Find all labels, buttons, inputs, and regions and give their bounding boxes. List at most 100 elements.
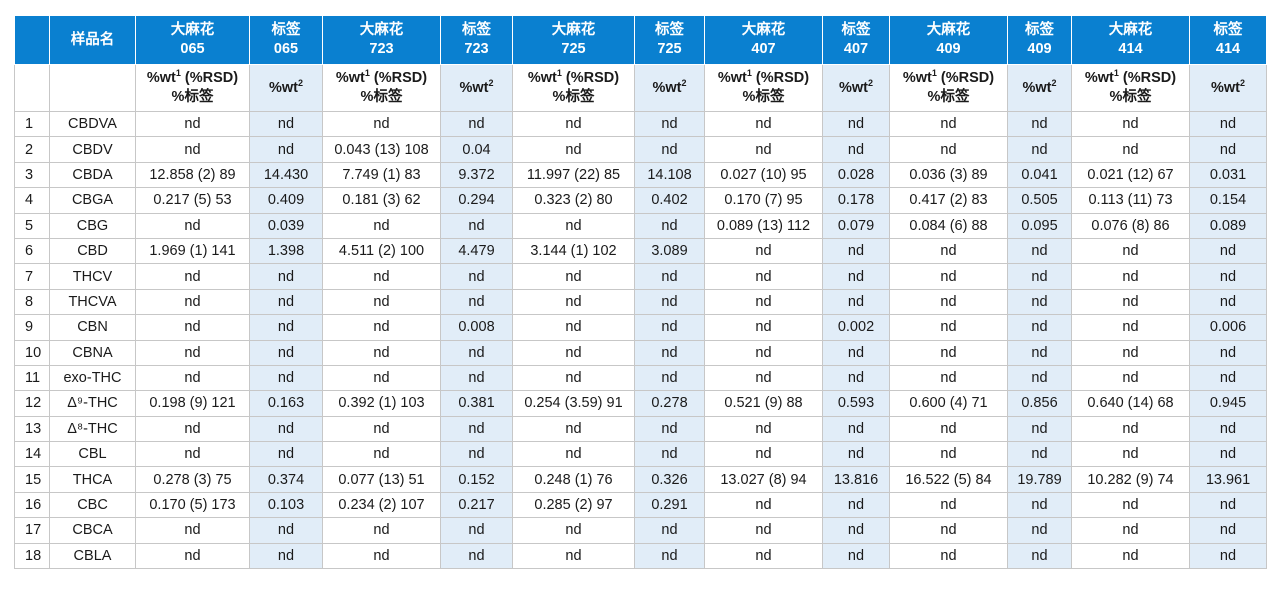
unit-rsd-text: (%RSD) xyxy=(751,70,810,86)
value-cell-flower: nd xyxy=(322,288,441,316)
row-number: 11 xyxy=(14,364,50,392)
compound-name: exo-THC xyxy=(49,364,136,392)
unit-line-1: %wt1 (%RSD) xyxy=(513,69,634,88)
value-cell-flower: nd xyxy=(135,212,250,239)
column-header-flower-409: 大麻花 409 xyxy=(889,15,1008,65)
value-cell-label: nd xyxy=(1007,110,1072,138)
column-header-type: 大麻花 xyxy=(926,22,971,38)
sample-name-subheader xyxy=(49,64,136,112)
compound-name: CBG xyxy=(49,212,136,239)
value-cell-flower: nd xyxy=(135,339,250,366)
value-cell-label: nd xyxy=(249,263,323,290)
column-header-id: 414 xyxy=(1215,41,1241,57)
value-cell-flower: 4.511 (2) 100 xyxy=(322,237,441,265)
footnote-marker: 1 xyxy=(175,68,181,79)
unit-header-label: %wt2 xyxy=(822,64,890,112)
value-cell-flower: nd xyxy=(512,339,635,366)
unit-line-1: %wt1 (%RSD) xyxy=(1072,69,1189,88)
value-cell-label: nd xyxy=(249,542,323,570)
unit-rsd-text: (%RSD) xyxy=(1118,70,1177,86)
value-cell-label: nd xyxy=(1007,364,1072,392)
value-cell-label: 0.278 xyxy=(634,390,705,417)
value-cell-flower: 0.285 (2) 97 xyxy=(512,491,635,519)
value-cell-flower: nd xyxy=(889,339,1008,366)
value-cell-label: 0.217 xyxy=(440,491,513,519)
column-header-type: 标签 xyxy=(462,22,491,38)
table-row: 14 CBL nd nd nd nd nd nd nd nd nd nd nd nd xyxy=(14,441,1267,468)
value-cell-flower: nd xyxy=(889,136,1008,163)
value-cell-label: nd xyxy=(249,339,323,366)
value-cell-flower: nd xyxy=(704,288,823,316)
unit-header-flower: %wt1 (%RSD) %标签 xyxy=(135,64,250,112)
value-cell-flower: 0.036 (3) 89 xyxy=(889,161,1008,189)
value-cell-flower: nd xyxy=(135,364,250,392)
unit-line-2: %标签 xyxy=(927,89,970,105)
value-cell-label: nd xyxy=(634,441,705,468)
compound-name: CBDV xyxy=(49,136,136,163)
compound-name: Δ⁸-THC xyxy=(49,415,136,443)
value-cell-label: nd xyxy=(1189,491,1267,519)
unit-rsd-text: (%RSD) xyxy=(936,70,995,86)
value-cell-flower: nd xyxy=(512,288,635,316)
value-cell-flower: nd xyxy=(135,136,250,163)
value-cell-flower: 0.021 (12) 67 xyxy=(1071,161,1190,189)
cannabinoid-results-table: 样品名 大麻花 065 标签 065 大麻花 723 标签 723 大麻花 725 标签 725 大麻花… xyxy=(14,15,1267,570)
value-cell-flower: 1.969 (1) 141 xyxy=(135,237,250,265)
value-cell-label: 0.381 xyxy=(440,390,513,417)
value-cell-flower: 10.282 (9) 74 xyxy=(1071,466,1190,493)
value-cell-label: 0.089 xyxy=(1189,212,1267,239)
value-cell-label: nd xyxy=(440,415,513,443)
column-header-id: 725 xyxy=(657,41,682,57)
value-cell-label: nd xyxy=(1007,339,1072,366)
table-row: 16 CBC 0.170 (5) 173 0.103 0.234 (2) 107 0.21… xyxy=(14,491,1267,519)
value-cell-flower: nd xyxy=(704,237,823,265)
unit-text: %wt xyxy=(1210,79,1240,96)
unit-line-1: %wt1 (%RSD) xyxy=(323,69,440,88)
value-cell-flower: nd xyxy=(512,212,635,239)
value-cell-flower: nd xyxy=(1071,110,1190,138)
column-header-label-725: 标签 725 xyxy=(634,15,705,65)
unit-header-flower: %wt1 (%RSD) %标签 xyxy=(889,64,1008,112)
value-cell-label: 0.291 xyxy=(634,491,705,519)
column-header-id: 414 xyxy=(1118,41,1143,57)
value-cell-label: 14.430 xyxy=(249,161,323,189)
compound-name: CBD xyxy=(49,237,136,265)
value-cell-flower: nd xyxy=(512,364,635,392)
value-cell-flower: nd xyxy=(704,441,823,468)
row-number: 7 xyxy=(14,263,50,290)
value-cell-flower: 0.234 (2) 107 xyxy=(322,491,441,519)
footnote-marker: 1 xyxy=(746,68,752,79)
value-cell-flower: 0.248 (1) 76 xyxy=(512,466,635,493)
column-header-label-409: 标签 409 xyxy=(1007,15,1072,65)
unit-text: %wt xyxy=(1022,79,1052,96)
value-cell-flower: nd xyxy=(1071,314,1190,341)
value-cell-label: 0.008 xyxy=(440,314,513,341)
column-header-flower-723: 大麻花 723 xyxy=(322,15,441,65)
value-cell-label: 0.163 xyxy=(249,390,323,417)
table-row: 4 CBGA 0.217 (5) 53 0.409 0.181 (3) 62 0.294 0… xyxy=(14,187,1267,214)
unit-line-2: %标签 xyxy=(552,89,595,105)
value-cell-flower: nd xyxy=(1071,263,1190,290)
value-cell-label: 0.152 xyxy=(440,466,513,493)
value-cell-label: 0.04 xyxy=(440,136,513,163)
value-cell-flower: nd xyxy=(512,136,635,163)
value-cell-label: nd xyxy=(822,441,890,468)
row-number: 5 xyxy=(14,212,50,239)
footnote-marker: 2 xyxy=(867,77,873,88)
column-header-type: 大麻花 xyxy=(551,22,596,38)
value-cell-label: 0.505 xyxy=(1007,187,1072,214)
unit-rsd-text: (%RSD) xyxy=(561,70,620,86)
value-cell-label: nd xyxy=(440,212,513,239)
value-cell-flower: nd xyxy=(889,517,1008,544)
value-cell-flower: nd xyxy=(322,441,441,468)
column-header-id: 725 xyxy=(561,41,586,57)
value-cell-flower: nd xyxy=(889,263,1008,290)
value-cell-label: 14.108 xyxy=(634,161,705,189)
value-cell-label: 0.103 xyxy=(249,491,323,519)
unit-text: %wt xyxy=(527,70,557,86)
value-cell-label: nd xyxy=(634,110,705,138)
value-cell-flower: 0.181 (3) 62 xyxy=(322,187,441,214)
value-cell-label: nd xyxy=(440,339,513,366)
column-header-flower-725: 大麻花 725 xyxy=(512,15,635,65)
table-row: 11 exo-THC nd nd nd nd nd nd nd nd nd nd nd nd xyxy=(14,364,1267,392)
